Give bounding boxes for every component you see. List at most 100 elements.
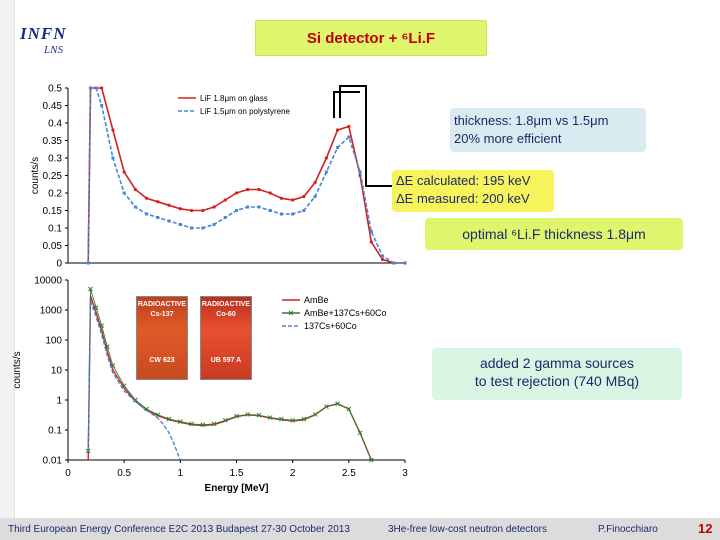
- top-legend-label-0: LiF 1.8μm on glass: [200, 94, 268, 103]
- photo-co60-label-iso: Co-60: [216, 311, 236, 318]
- top-series-point-0: [302, 194, 306, 199]
- top-series-point-1: [291, 212, 295, 216]
- top-series-point-1: [257, 205, 261, 209]
- bottom-y-tick-label: 10: [51, 366, 63, 377]
- slide-title: Si detector + ⁶Li.F: [255, 20, 487, 56]
- note-gamma-sources: added 2 gamma sources to test rejection …: [432, 348, 682, 400]
- footer-conference: Third European Energy Conference E2C 201…: [8, 524, 350, 535]
- top-series-point-1: [392, 261, 396, 265]
- slide-footer: Third European Energy Conference E2C 201…: [0, 518, 720, 540]
- photo-cs137-label-iso: Cs-137: [150, 311, 174, 318]
- photo-co60-label-code: UB 597 A: [210, 357, 242, 364]
- top-series-point-1: [178, 223, 182, 226]
- top-y-tick-label: 0.2: [48, 189, 62, 200]
- bottom-series-point-1: [104, 344, 110, 350]
- footer-author: P.Finocchiaro: [598, 524, 658, 535]
- top-series-point-1: [201, 226, 205, 230]
- top-y-tick-label: 0.05: [43, 241, 63, 252]
- chart-bottom: 0.01 0.1 1 10 100 1000 10000 0 0.5 1 1.5 2 2.5 3 Energ…: [12, 276, 408, 495]
- top-series-point-0: [268, 191, 272, 195]
- bottom-series-point-1: [121, 383, 127, 389]
- bottom-series-point-1: [312, 412, 318, 417]
- bottom-series-point-1: [189, 421, 194, 427]
- bottom-series-point-1: [211, 421, 217, 427]
- note-thickness-line1: thickness: 1.8μm vs 1.5μm: [454, 113, 609, 128]
- top-series-point-0: [257, 187, 261, 192]
- top-series-point-0: [313, 180, 317, 185]
- top-series-point-1: [223, 216, 227, 219]
- footer-topic: 3He-free low-cost neutron detectors: [388, 524, 547, 535]
- top-series-point-1: [111, 156, 115, 160]
- top-series-point-0: [380, 257, 385, 262]
- bottom-series-point-1: [144, 406, 149, 412]
- bottom-series-point-1: [200, 422, 206, 428]
- slide-left-strip: [0, 0, 15, 540]
- top-y-tick-label: 0: [56, 259, 62, 270]
- top-series-point-1: [246, 205, 250, 209]
- photo-co60-source: RADIOACTIVE Co-60 UB 597 A: [200, 296, 252, 380]
- chart-top: 0 0.05 0.1 0.15 0.2 0.25 0.3 0.35 0.4 0.45 0.5 coun…: [30, 84, 407, 270]
- bottom-series-point-1: [133, 397, 138, 403]
- top-series-point-1: [324, 170, 328, 174]
- top-series-point-0: [167, 203, 171, 207]
- top-series-point-1: [156, 216, 160, 219]
- bottom-series-point-1: [335, 401, 340, 407]
- bottom-legend-label-0: AmBe: [304, 295, 329, 305]
- top-y-tick-label: 0.1: [48, 224, 62, 235]
- top-series-point-0: [279, 196, 284, 200]
- top-series-point-1: [167, 219, 171, 223]
- bottom-y-tick-label: 0.1: [48, 426, 62, 437]
- bottom-x-tick-label: 3: [402, 468, 408, 479]
- bottom-series-line-2: [87, 300, 181, 461]
- bottom-y-tick-label: 1000: [40, 306, 63, 317]
- bottom-series-point-1: [155, 412, 161, 418]
- top-series-point-0: [111, 128, 115, 132]
- bottom-series-point-1: [88, 286, 93, 292]
- bottom-y-axis-label: counts/s: [12, 351, 23, 388]
- note-thickness: thickness: 1.8μm vs 1.5μm 20% more effic…: [450, 108, 646, 152]
- bottom-series-point-1: [222, 417, 228, 423]
- bottom-x-tick-label: 1: [178, 468, 184, 479]
- note-gamma-line2: to test rejection (740 MBq): [474, 373, 640, 389]
- top-series-point-0: [189, 208, 194, 213]
- top-series-point-1: [133, 205, 137, 209]
- photo-co60-label-top: RADIOACTIVE: [201, 301, 251, 308]
- top-series-point-1: [336, 146, 340, 149]
- top-series-point-1: [302, 209, 306, 212]
- bottom-x-tick-label: 2: [290, 468, 296, 479]
- bottom-series-point-1: [93, 305, 99, 310]
- bottom-x-tick-label: 2.5: [342, 468, 356, 479]
- top-series-point-0: [100, 86, 104, 90]
- top-series-point-1: [86, 261, 90, 265]
- top-series-point-1: [279, 212, 283, 216]
- top-series-point-0: [178, 207, 182, 211]
- top-series-point-1: [212, 223, 216, 226]
- bottom-series-point-1: [177, 419, 183, 424]
- top-series-point-1: [381, 254, 385, 258]
- top-y-tick-label: 0.15: [43, 206, 63, 217]
- top-series-point-0: [369, 240, 373, 244]
- logo-text-lns: LNS: [44, 44, 63, 56]
- top-series-point-0: [156, 200, 160, 204]
- top-series-point-0: [201, 208, 205, 213]
- top-legend-label-1: LiF 1.5μm on polystyrene: [200, 107, 291, 116]
- top-series-point-0: [223, 198, 227, 202]
- top-series-point-1: [235, 209, 238, 212]
- top-series-point-1: [100, 104, 104, 107]
- bottom-y-tick-label: 10000: [34, 276, 62, 287]
- photo-cs137-source: RADIOACTIVE Cs-137 CW 623: [136, 296, 188, 380]
- bottom-legend-label-1: AmBe+137Cs+60Co: [304, 308, 387, 318]
- top-series-point-1: [347, 135, 351, 139]
- bottom-series-point-1: [290, 417, 296, 423]
- top-series-point-1: [313, 195, 317, 198]
- bottom-series-point-1: [301, 416, 307, 422]
- top-series-point-1: [122, 191, 126, 195]
- top-series-point-1: [369, 230, 373, 233]
- note-delta-e-line2: ΔE measured: 200 keV: [396, 191, 530, 206]
- note-optimal-thickness: optimal ⁶Li.F thickness 1.8μm: [425, 218, 683, 250]
- bottom-legend-label-2: 137Cs+60Co: [304, 321, 357, 331]
- top-series-point-0: [133, 187, 137, 192]
- note-delta-e: ΔE calculated: 195 keV ΔE measured: 200 …: [392, 170, 554, 212]
- infn-logo: INFN LNS: [16, 18, 76, 62]
- top-y-axis-label: counts/s: [30, 157, 41, 194]
